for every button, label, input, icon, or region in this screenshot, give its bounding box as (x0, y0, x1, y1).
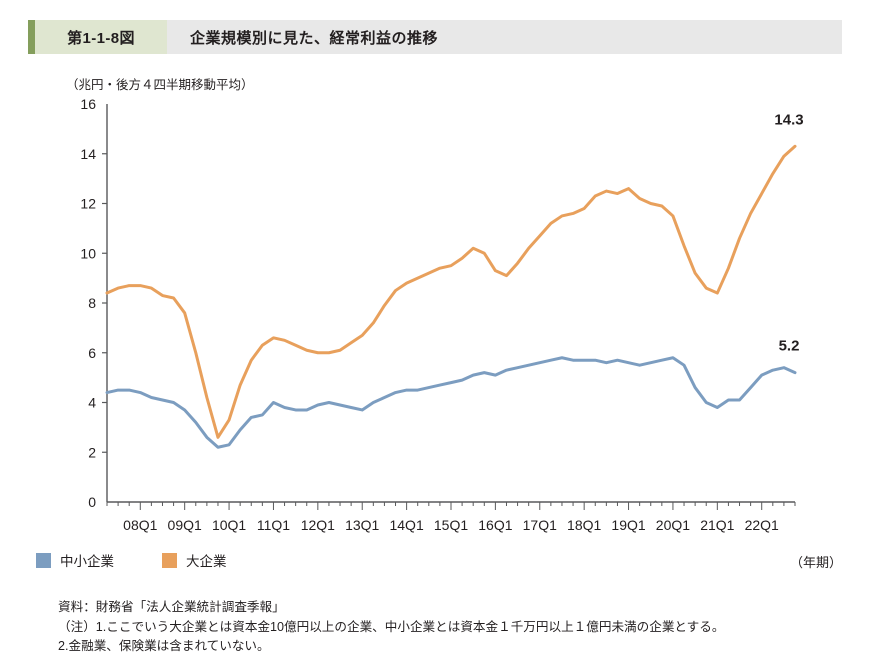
figure-header: 第1-1-8図 企業規模別に見た、経常利益の推移 (28, 20, 842, 54)
page-title: 企業規模別に見た、経常利益の推移 (167, 20, 842, 54)
footer-source: 資料：財務省「法人企業統計調査季報」 (58, 600, 285, 614)
y-tick-label: 12 (80, 196, 96, 212)
y-axis-unit-label: （兆円・後方４四半期移動平均） (66, 78, 254, 92)
x-tick-label: 15Q1 (434, 517, 468, 533)
x-tick-label: 10Q1 (212, 517, 246, 533)
endpoint-label-large: 14.3 (774, 111, 803, 128)
y-tick-label: 6 (88, 345, 96, 361)
legend-label-sme: 中小企業 (60, 554, 114, 569)
y-tick-label: 2 (88, 444, 96, 460)
figure-number-tag: 第1-1-8図 (35, 20, 167, 54)
x-tick-label: 19Q1 (611, 517, 645, 533)
series-line-large (105, 144, 797, 439)
y-tick-label: 4 (88, 395, 96, 411)
figure-footer: 資料：財務省「法人企業統計調査季報」 （注）1.ここでいう大企業とは資本金10億… (58, 598, 858, 657)
y-tick-label: 8 (88, 295, 96, 311)
x-tick-label: 08Q1 (123, 517, 157, 533)
header-accent-bar (28, 20, 35, 54)
y-tick-label: 10 (80, 245, 96, 261)
x-tick-label: 14Q1 (389, 517, 423, 533)
legend-swatch-sme (36, 552, 51, 568)
legend-item-sme: 中小企業 (36, 550, 114, 570)
x-tick-label: 16Q1 (478, 517, 512, 533)
legend-item-large: 大企業 (162, 550, 227, 570)
footer-note-2: 2.金融業、保険業は含まれていない。 (58, 639, 270, 654)
x-tick-label: 12Q1 (301, 517, 335, 533)
endpoint-label-sme: 5.2 (779, 338, 800, 355)
x-tick-label: 09Q1 (168, 517, 202, 533)
footer-note-1: （注）1.ここでいう大企業とは資本金10億円以上の企業、中小企業とは資本金１千万… (58, 619, 725, 634)
legend-label-large: 大企業 (186, 554, 227, 569)
x-axis-caption: （年期） (789, 555, 842, 570)
x-tick-label: 18Q1 (567, 517, 601, 533)
x-tick-label: 13Q1 (345, 517, 379, 533)
y-tick-label: 16 (80, 96, 96, 112)
x-tick-label: 22Q1 (745, 517, 779, 533)
series-line-sme (105, 356, 797, 449)
x-tick-label: 21Q1 (700, 517, 734, 533)
chart-legend: 中小企業 大企業 (36, 550, 275, 570)
x-tick-label: 17Q1 (523, 517, 557, 533)
y-tick-label: 14 (80, 146, 96, 162)
y-tick-label: 0 (88, 494, 96, 510)
x-tick-label: 11Q1 (257, 517, 290, 533)
x-tick-label: 20Q1 (656, 517, 690, 533)
legend-swatch-large (162, 552, 177, 568)
